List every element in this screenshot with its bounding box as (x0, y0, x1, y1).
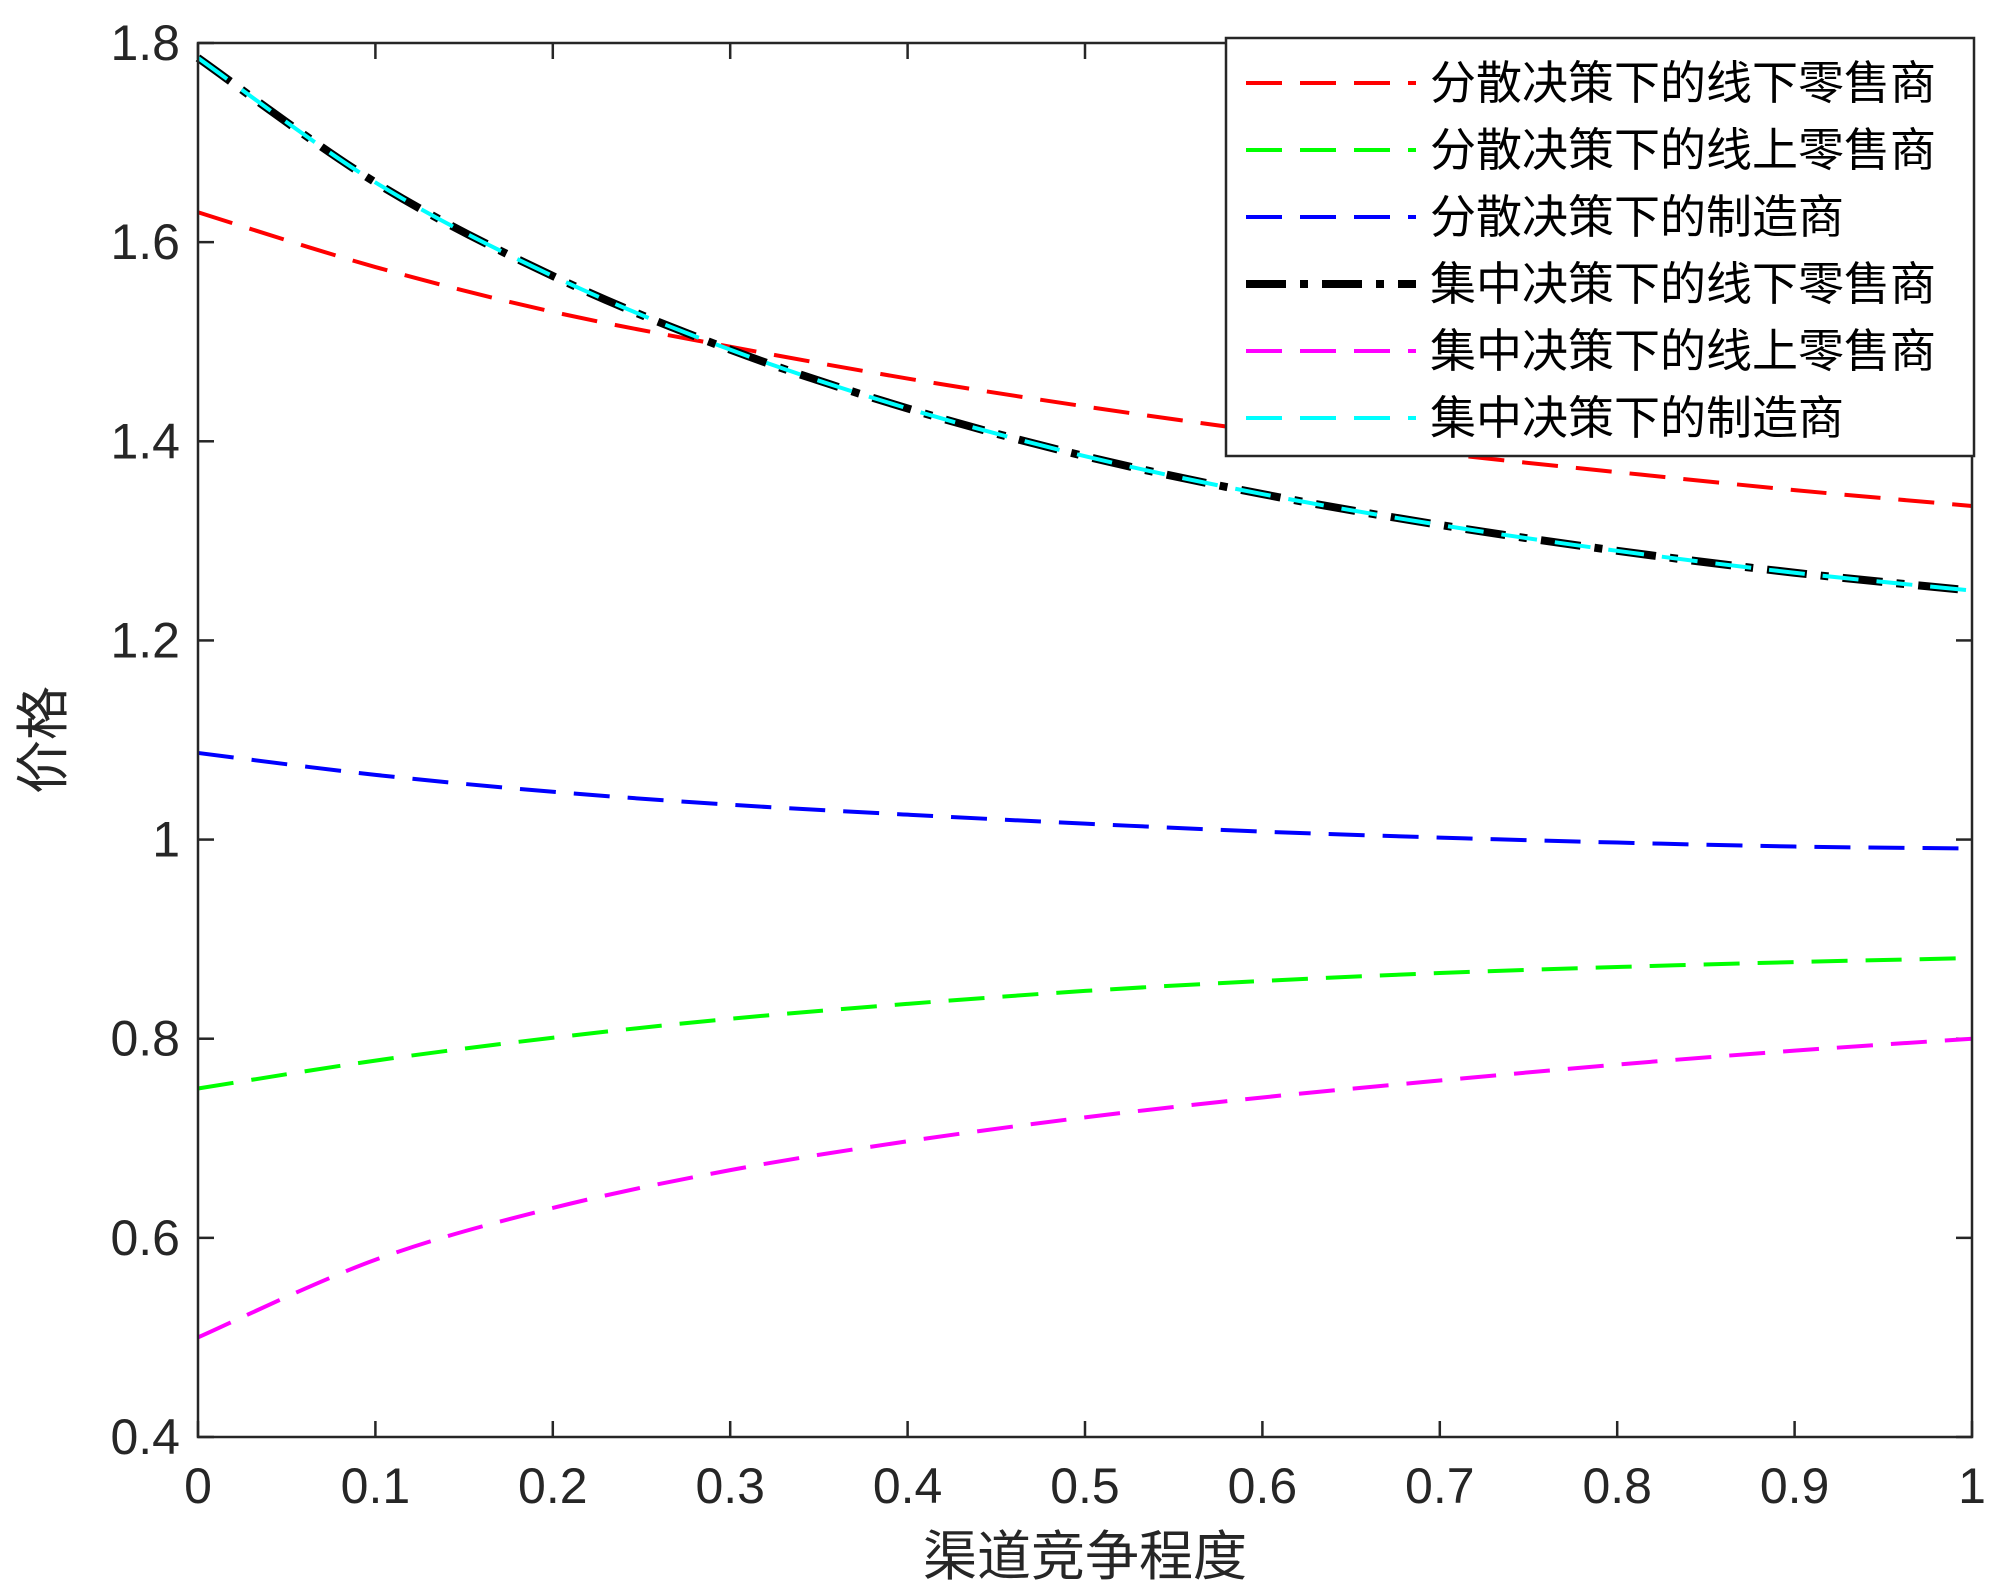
legend-label: 分散决策下的制造商 (1430, 190, 1844, 244)
x-tick-label: 0.4 (873, 1458, 943, 1514)
series-online-decentralized-line (197, 956, 1973, 1091)
legend-label: 分散决策下的线上零售商 (1430, 123, 1936, 177)
series-manufacturer-decentralized-line (197, 750, 1973, 851)
series-lines (195, 54, 1973, 1340)
legend: 分散决策下的线下零售商分散决策下的线上零售商分散决策下的制造商集中决策下的线下零… (1224, 36, 1976, 458)
x-tick-labels: 0 0.1 0.2 0.3 0.4 0.5 0.6 0.7 0.8 0.9 1 (184, 1458, 1986, 1514)
x-tick-label: 0 (184, 1458, 212, 1514)
legend-label: 集中决策下的线下零售商 (1430, 257, 1936, 311)
x-tick-label: 0.2 (518, 1458, 588, 1514)
x-tick-label: 0.3 (695, 1458, 765, 1514)
x-tick-label: 0.5 (1050, 1458, 1120, 1514)
y-tick-label: 1.8 (110, 15, 180, 71)
legend-box (1224, 36, 1976, 458)
legend-label: 集中决策下的制造商 (1430, 391, 1844, 445)
x-tick-label: 1 (1958, 1458, 1986, 1514)
y-axis-title: 价格 (12, 686, 75, 794)
series-manufacturer-centralized-line (196, 56, 1973, 593)
y-tick-label: 0.6 (110, 1210, 180, 1266)
legend-label: 分散决策下的线下零售商 (1430, 56, 1936, 110)
y-tick-label: 1.6 (110, 214, 180, 270)
y-tick-label: 0.4 (110, 1409, 180, 1465)
y-tick-label: 1 (152, 812, 180, 868)
x-tick-label: 0.9 (1760, 1458, 1830, 1514)
x-tick-label: 0.7 (1405, 1458, 1475, 1514)
y-tick-label: 1.2 (110, 612, 180, 668)
x-tick-label: 0.8 (1582, 1458, 1652, 1514)
y-tick-label: 0.8 (110, 1011, 180, 1067)
x-tick-label: 0.6 (1228, 1458, 1298, 1514)
x-tick-label: 0.1 (341, 1458, 411, 1514)
y-tick-label: 1.4 (110, 413, 180, 469)
series-online-centralized-line (197, 1036, 1973, 1340)
plot-area-frame (196, 41, 1974, 1439)
legend-label: 集中决策下的线上零售商 (1430, 324, 1936, 378)
y-tick-labels: 0.4 0.6 0.8 1 1.2 1.4 1.6 1.8 (110, 15, 180, 1465)
x-axis-title: 渠道竞争程度 (923, 1525, 1247, 1588)
